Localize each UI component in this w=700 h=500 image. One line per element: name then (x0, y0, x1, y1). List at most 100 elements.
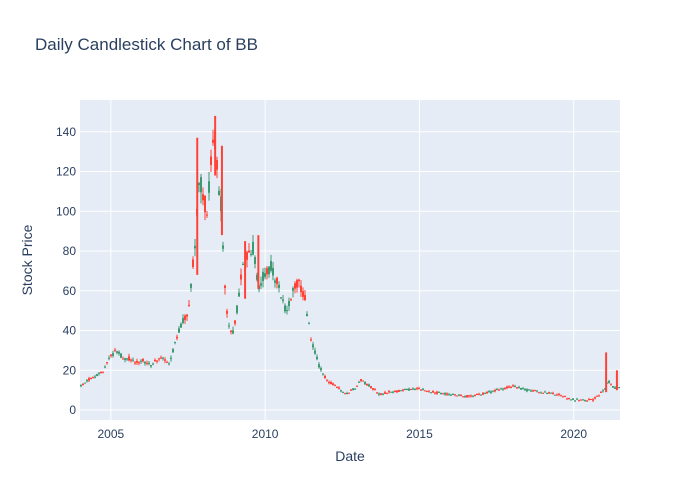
candle-body (96, 374, 98, 377)
candle-body (348, 392, 350, 394)
candle-body (546, 393, 548, 395)
candle-body (116, 351, 118, 353)
candle-body (524, 389, 526, 391)
candle-body (102, 371, 104, 373)
candle-body (312, 344, 314, 348)
candle-body (520, 388, 522, 390)
candle-body (372, 388, 374, 390)
candle-body (192, 259, 194, 268)
candle-body (342, 391, 344, 393)
candle-body (536, 390, 538, 392)
candle-body (414, 388, 416, 390)
candle-body (412, 388, 414, 390)
candle-body (210, 156, 212, 166)
candle-body (538, 392, 540, 394)
candle-body (204, 195, 206, 213)
candle-body (396, 390, 398, 393)
candle-body (492, 390, 494, 392)
candle-body (324, 376, 326, 379)
candle-body (580, 399, 582, 401)
candle-body (364, 381, 366, 385)
candle-body (326, 380, 328, 382)
candle-body (132, 359, 134, 361)
candle-body (226, 310, 228, 314)
candle-body (280, 297, 282, 299)
candle-body (506, 386, 508, 389)
candle-body (128, 356, 130, 361)
candle-body (166, 361, 168, 363)
candle-body (310, 339, 312, 341)
candle-body (274, 280, 276, 283)
candle-body (532, 390, 534, 392)
candle-body (600, 391, 602, 393)
candle-body (194, 245, 196, 249)
candle-body (262, 271, 264, 281)
candle-body (590, 398, 592, 400)
candle-body (142, 359, 144, 362)
candle-body (240, 274, 242, 280)
candle-body (376, 392, 378, 394)
candle-body (174, 341, 176, 343)
candle-body (466, 395, 468, 398)
candle-body (406, 388, 408, 391)
candle-body (618, 387, 620, 389)
x-axis-ticks: 2005 2010 2015 2020 (98, 427, 588, 441)
candle-body (154, 359, 156, 362)
candle-body (544, 391, 546, 393)
candle-body (526, 389, 528, 392)
candle-body (400, 390, 402, 392)
candle-body (156, 360, 158, 362)
candle-body (378, 393, 380, 395)
candle-body (586, 400, 588, 402)
candle-body (86, 379, 88, 382)
candle-body (112, 353, 114, 356)
candle-body (452, 394, 454, 396)
candle-body (298, 279, 300, 282)
y-axis-ticks: 0 20 40 60 80 100 120 140 (56, 125, 76, 417)
candle-body (560, 395, 562, 397)
candle-body (362, 380, 364, 382)
candle-body (190, 283, 192, 288)
candle-body (218, 190, 220, 196)
candle-body (440, 393, 442, 395)
candle-body (198, 183, 200, 185)
candle-body (164, 359, 166, 361)
candle-body (180, 323, 182, 328)
candle-body (598, 395, 600, 397)
candle-body (124, 358, 126, 360)
candle-body (448, 394, 450, 396)
candle-body (450, 394, 452, 396)
candle-body (264, 273, 266, 277)
candle-body (188, 304, 190, 306)
candle-body (564, 395, 566, 397)
candle-body (386, 393, 388, 395)
candle-body (436, 391, 438, 394)
candle-body (256, 275, 258, 280)
candle-body (614, 387, 616, 389)
candle-body (612, 386, 614, 388)
candle-body (252, 241, 254, 255)
candle-body (358, 381, 360, 383)
candle-body (566, 398, 568, 400)
candle-body (212, 139, 214, 143)
candle-body (476, 394, 478, 396)
x-tick-label: 2015 (406, 427, 433, 441)
candle-body (108, 357, 110, 359)
candle-body (344, 393, 346, 395)
candle-body (478, 393, 480, 395)
candle-body (136, 360, 138, 363)
x-tick-label: 2020 (560, 427, 587, 441)
candle-body (512, 385, 514, 387)
candle-body (80, 384, 82, 387)
candle-body (374, 389, 376, 391)
candle-body (576, 398, 578, 400)
candle-body (552, 392, 554, 395)
candle-body (178, 328, 180, 333)
candle-body (160, 357, 162, 359)
candle-body (394, 390, 396, 392)
candle-body (172, 349, 174, 353)
y-axis-title: Stock Price (19, 224, 35, 295)
y-tick-label: 140 (56, 125, 76, 139)
candle-body (530, 390, 532, 392)
